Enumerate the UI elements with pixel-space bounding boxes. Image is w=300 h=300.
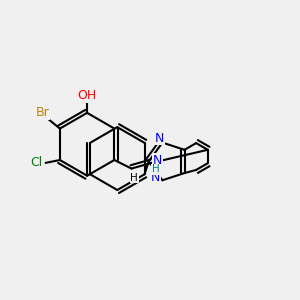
Text: H: H: [130, 173, 138, 183]
Text: N: N: [152, 154, 162, 166]
Text: Br: Br: [36, 106, 50, 119]
Text: N: N: [155, 131, 164, 145]
Text: N: N: [151, 171, 160, 184]
Text: OH: OH: [77, 89, 97, 102]
Text: H: H: [152, 164, 159, 174]
Text: Cl: Cl: [30, 156, 42, 170]
